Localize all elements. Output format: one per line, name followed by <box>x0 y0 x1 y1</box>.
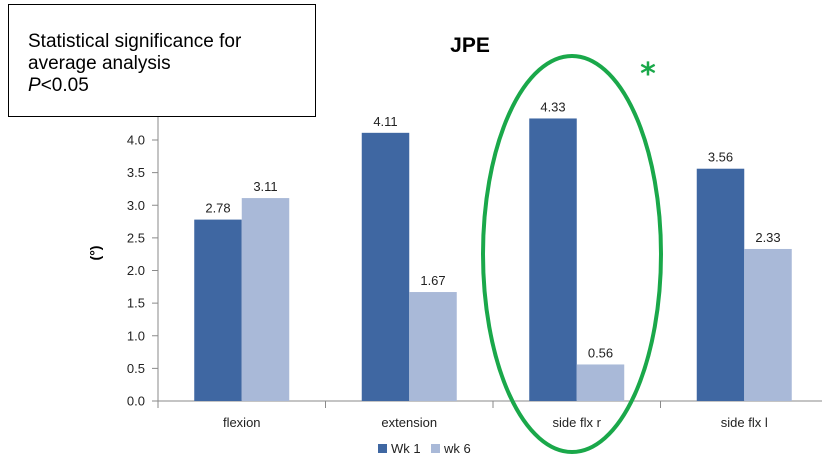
y-tick-label: 0.0 <box>127 394 145 409</box>
legend-label: wk 6 <box>443 441 471 456</box>
data-label: 1.67 <box>420 273 445 288</box>
legend: Wk 1 wk 6 <box>378 441 471 456</box>
data-label: 3.11 <box>253 179 277 194</box>
y-tick-label: 3.0 <box>127 198 145 213</box>
y-tick-label: 2.0 <box>127 263 145 278</box>
bar-wk-6 <box>576 364 625 401</box>
data-label: 4.11 <box>373 114 397 129</box>
y-tick-label: 0.5 <box>127 361 145 376</box>
note-line-3: P<0.05 <box>28 75 315 97</box>
y-tick-label: 3.5 <box>127 165 145 180</box>
y-axis-title: (°) <box>87 246 103 261</box>
bar-wk-1 <box>529 118 577 401</box>
bar-wk-6 <box>409 292 457 401</box>
data-label: 4.33 <box>540 99 565 114</box>
bar-series <box>194 118 792 401</box>
data-label: 2.33 <box>755 230 780 245</box>
note-line-1: Statistical significance for <box>28 31 242 52</box>
note-threshold: <0.05 <box>40 75 89 96</box>
significance-ellipse <box>481 54 663 454</box>
x-category-label: side flx l <box>721 415 768 430</box>
legend-swatch <box>378 444 387 453</box>
bar-wk-1 <box>696 168 745 401</box>
y-tick-label: 1.0 <box>127 328 145 343</box>
significance-note: Statistical significance for average ana… <box>8 4 316 117</box>
y-tick-label: 1.5 <box>127 296 145 311</box>
note-p: P <box>28 75 41 96</box>
bar-wk-1 <box>361 132 410 401</box>
x-category-label: extension <box>381 415 437 430</box>
data-labels: 2.78 3.11 4.11 1.67 4.33 0.56 3.56 2.33 <box>205 99 780 360</box>
chart-title: JPE <box>450 34 490 57</box>
bar-wk-6 <box>241 198 290 401</box>
data-label: 3.56 <box>708 150 733 165</box>
bar-wk-1 <box>194 219 242 401</box>
x-category-label: flexion <box>223 415 261 430</box>
legend-swatch <box>431 444 440 453</box>
data-label: 2.78 <box>205 201 230 216</box>
bar-wk-6 <box>744 248 792 401</box>
y-tick-label: 2.5 <box>127 230 145 245</box>
x-category-label: side flx r <box>553 415 602 430</box>
category-labels: flexion extension side flx r side flx l <box>223 415 768 430</box>
significance-star: * <box>640 57 656 92</box>
note-line-2: average analysis <box>28 53 171 74</box>
legend-label: Wk 1 <box>391 441 421 456</box>
data-label: 0.56 <box>588 345 613 360</box>
y-tick-label: 4.0 <box>127 133 145 148</box>
